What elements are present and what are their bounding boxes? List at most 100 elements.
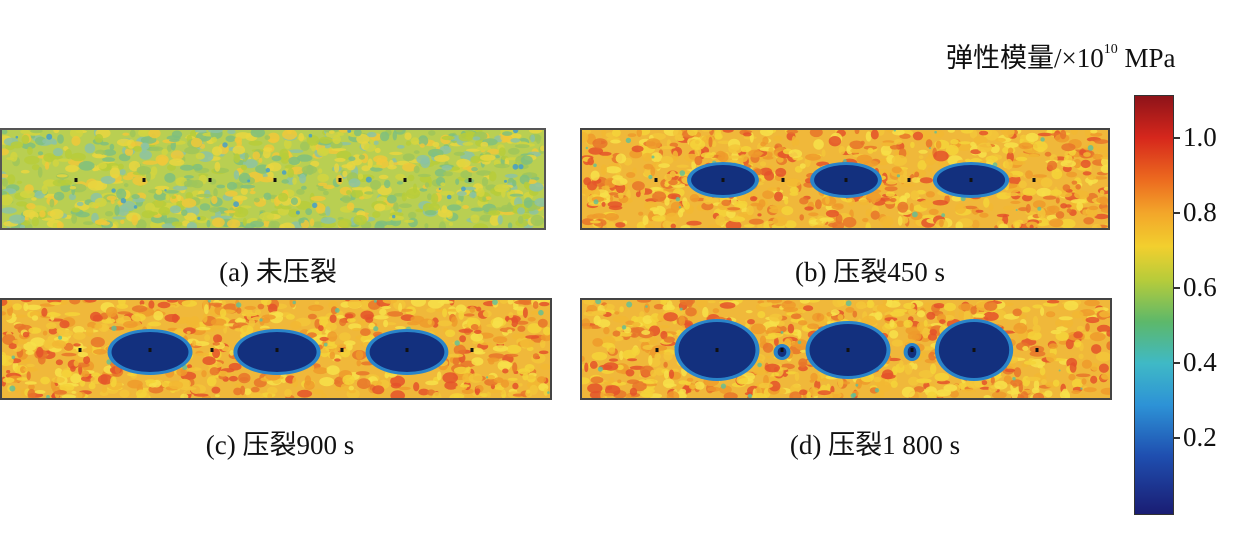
heatmap-cell xyxy=(927,167,933,173)
heatmap-cell xyxy=(609,192,619,196)
heatmap-cell xyxy=(194,352,210,357)
heatmap-cell xyxy=(678,315,686,326)
heatmap-cell xyxy=(679,208,685,213)
heatmap-cell xyxy=(913,386,925,393)
heatmap-cell xyxy=(180,164,194,171)
heatmap-cell xyxy=(493,317,504,327)
well-marker xyxy=(907,178,911,182)
heatmap-cell xyxy=(768,207,785,214)
heatmap-cell xyxy=(313,367,328,375)
heatmap-cell xyxy=(42,137,57,145)
heatmap-cell xyxy=(190,384,207,394)
heatmap-cell xyxy=(470,207,484,212)
heatmap-cell xyxy=(227,130,236,135)
heatmap-cell xyxy=(37,151,44,156)
heatmap-cell xyxy=(84,143,96,154)
heatmap-cell xyxy=(266,386,278,395)
heatmap-cell xyxy=(512,393,525,397)
heatmap-cell xyxy=(211,136,217,143)
heatmap-cell xyxy=(645,138,661,149)
heatmap-cell xyxy=(904,364,913,375)
heatmap-cell xyxy=(1071,180,1078,185)
heatmap-cell xyxy=(662,378,675,389)
heatmap-cell xyxy=(228,375,238,382)
heatmap-cell xyxy=(456,200,462,205)
heatmap-cell xyxy=(427,319,432,325)
heatmap-cell xyxy=(626,301,633,308)
heatmap-cell xyxy=(729,216,746,223)
heatmap-cell xyxy=(53,147,63,157)
heatmap-cell xyxy=(309,218,315,227)
well-marker xyxy=(1032,178,1036,182)
heatmap-cell xyxy=(386,194,397,204)
heatmap-cell xyxy=(493,377,504,384)
heatmap-cell xyxy=(31,315,39,321)
heatmap-cell xyxy=(629,387,638,396)
well-marker xyxy=(655,348,659,352)
heatmap-cell xyxy=(918,149,928,154)
heatmap-cell xyxy=(87,180,104,191)
well-marker xyxy=(470,348,474,352)
heatmap-cell xyxy=(63,342,74,351)
heatmap-cell xyxy=(445,329,456,338)
heatmap-cell xyxy=(2,377,15,383)
heatmap-cell xyxy=(427,193,432,201)
heatmap-cell xyxy=(854,130,860,135)
heatmap-cell xyxy=(1081,359,1092,369)
heatmap-cell xyxy=(1090,362,1099,371)
heatmap-cell xyxy=(215,394,220,398)
heatmap-cell xyxy=(398,302,403,313)
heatmap-cell xyxy=(659,325,670,329)
heatmap-cell xyxy=(413,165,420,174)
heatmap-cell xyxy=(537,318,548,328)
heatmap-cell xyxy=(28,383,35,391)
heatmap-cell xyxy=(204,304,209,315)
heatmap-cell xyxy=(663,351,673,361)
heatmap-cell xyxy=(494,163,510,169)
heatmap-cell xyxy=(402,162,417,172)
heatmap-cell xyxy=(102,149,117,156)
heatmap-cell xyxy=(94,133,104,143)
heatmap-cell xyxy=(207,300,211,303)
heatmap-cell xyxy=(285,314,295,320)
heatmap-cell xyxy=(105,211,114,217)
heatmap-cell xyxy=(492,336,508,344)
heatmap-cell xyxy=(106,195,117,201)
heatmap-cell xyxy=(885,191,895,197)
heatmap-cell xyxy=(353,130,362,137)
heatmap-cell xyxy=(767,302,773,306)
heatmap-cell xyxy=(75,211,90,218)
heatmap-cell xyxy=(1078,353,1084,360)
heatmap-cell xyxy=(164,172,176,183)
heatmap-cell xyxy=(899,133,911,139)
heatmap-cell xyxy=(495,155,500,159)
heatmap-cell xyxy=(909,202,914,212)
heatmap-cell xyxy=(37,166,43,178)
colorbar-tick-label: 0.8 xyxy=(1183,197,1217,227)
heatmap-cell xyxy=(144,202,156,213)
heatmap-cell xyxy=(9,214,25,224)
heatmap-cell xyxy=(290,197,298,205)
heatmap-cell xyxy=(395,326,406,330)
heatmap-cell xyxy=(896,320,905,327)
heatmap-cell xyxy=(312,388,324,395)
heatmap-cell xyxy=(663,370,669,379)
heatmap-cell xyxy=(469,306,476,313)
heatmap-cell xyxy=(874,388,880,393)
heatmap-cell xyxy=(543,388,548,396)
heatmap-cell xyxy=(71,390,77,394)
heatmap-cell xyxy=(764,363,780,373)
heatmap-cell xyxy=(1010,200,1021,204)
heatmap-cell xyxy=(945,144,959,156)
heatmap-cell xyxy=(609,377,615,384)
heatmap-cell xyxy=(123,321,138,328)
heatmap-cell xyxy=(908,376,919,386)
heatmap-cell xyxy=(318,168,323,174)
heatmap-cell xyxy=(874,311,883,321)
heatmap-cell xyxy=(601,185,610,190)
heatmap-cell xyxy=(261,300,272,306)
heatmap-cell xyxy=(54,390,67,395)
heatmap-cell xyxy=(480,141,489,148)
heatmap-cell xyxy=(512,179,517,187)
heatmap-cell xyxy=(45,322,57,330)
